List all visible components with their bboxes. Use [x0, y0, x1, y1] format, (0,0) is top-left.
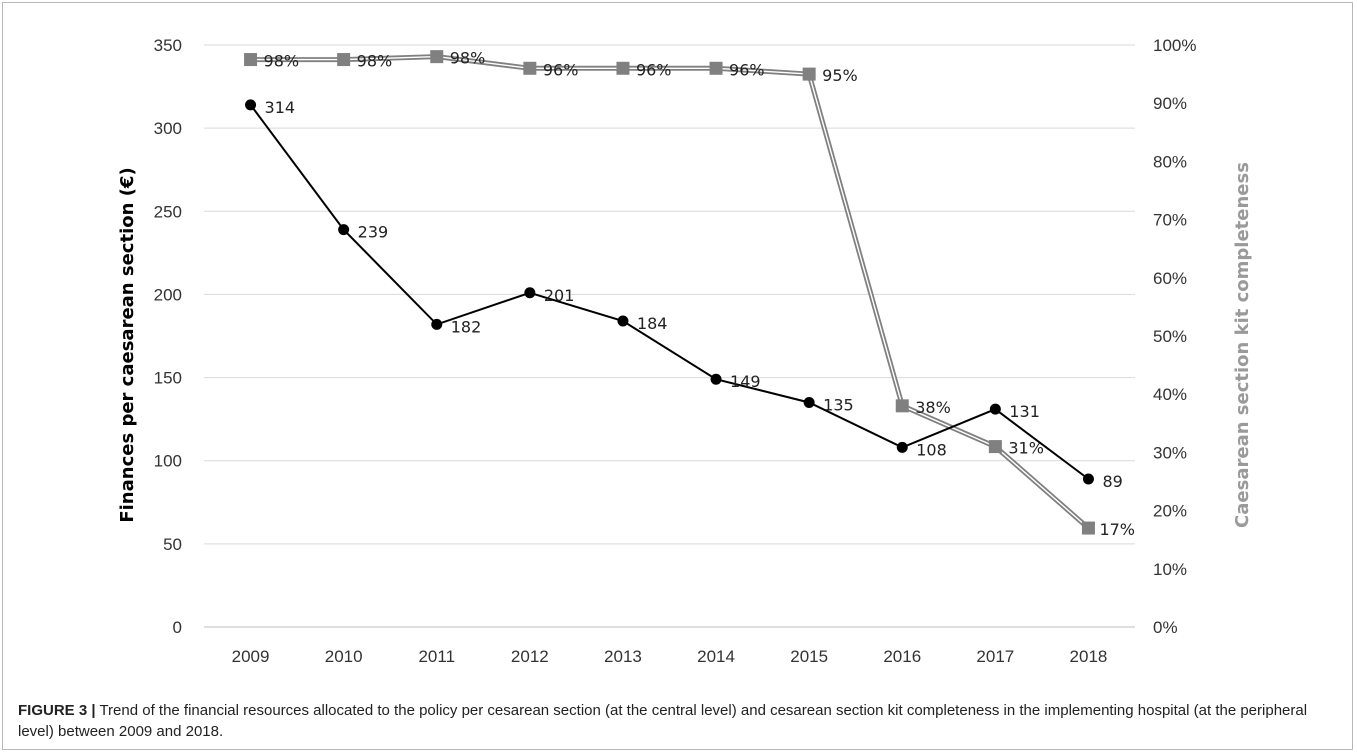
data-label: 98% — [357, 52, 393, 71]
left-tick-label: 350 — [154, 36, 182, 55]
x-tick-label: 2010 — [325, 647, 363, 666]
series-right-axis: 98% 98% 98% 96% 96% 96% 95% 38% 31% 17% — [244, 49, 1135, 539]
right-tick-label: 80% — [1153, 152, 1187, 171]
x-axis-ticks: 2009 2010 2011 2012 2013 2014 2015 2016 2017 2018 — [232, 647, 1108, 666]
data-point-circle — [338, 224, 350, 236]
data-point-circle — [896, 441, 908, 453]
series-line — [249, 104, 1089, 480]
data-label: 96% — [729, 60, 765, 79]
data-label: 182 — [451, 317, 482, 336]
left-tick-label: 150 — [154, 369, 182, 388]
data-label: 135 — [823, 396, 854, 415]
right-tick-label: 100% — [1153, 36, 1196, 55]
data-point-square — [523, 61, 537, 75]
data-label: 98% — [450, 49, 486, 68]
data-point-circle — [710, 373, 722, 385]
data-point-circle — [245, 99, 257, 111]
right-tick-label: 40% — [1153, 385, 1187, 404]
data-point-circle — [431, 318, 443, 330]
right-tick-label: 90% — [1153, 94, 1187, 113]
data-label: 31% — [1008, 439, 1044, 458]
data-point-square — [988, 440, 1002, 454]
left-axis-title: Finances per caesarean section (€) — [117, 167, 138, 522]
data-label: 201 — [544, 286, 575, 305]
data-point-circle — [617, 315, 629, 327]
data-point-square — [709, 61, 723, 75]
left-tick-label: 0 — [173, 618, 182, 637]
right-tick-label: 70% — [1153, 211, 1187, 230]
data-label: 17% — [1099, 520, 1135, 539]
x-tick-label: 2011 — [418, 647, 455, 666]
data-label: 149 — [730, 372, 761, 391]
data-label: 38% — [915, 398, 951, 417]
series-line-outer — [250, 54, 1091, 530]
right-tick-label: 60% — [1153, 269, 1187, 288]
data-label: 239 — [358, 223, 389, 242]
x-tick-label: 2018 — [1070, 647, 1108, 666]
right-axis-title: Caesarean section kit completeness — [1232, 162, 1253, 528]
data-point-circle — [1082, 473, 1094, 485]
caption-text: Trend of the financial resources allocat… — [18, 702, 1308, 740]
dual-axis-line-chart: 0 50 100 150 200 250 300 350 0% 10% 20% 30% 40% 50% 6… — [117, 36, 1253, 666]
x-tick-label: 2012 — [511, 647, 549, 666]
data-point-circle — [803, 397, 815, 409]
data-point-square — [1081, 521, 1095, 535]
right-axis-ticks: 0% 10% 20% 30% 40% 50% 60% 70% 80% 90% 100% — [1153, 36, 1196, 637]
data-point-circle — [989, 403, 1001, 415]
caption-label: FIGURE 3 | — [18, 702, 96, 719]
data-label: 98% — [264, 52, 300, 71]
right-tick-label: 0% — [1153, 618, 1178, 637]
data-label: 89 — [1102, 472, 1122, 491]
series-left-axis: 314 239 182 201 184 149 135 108 131 89 — [245, 98, 1123, 491]
data-label: 314 — [265, 98, 296, 117]
left-tick-label: 300 — [154, 119, 182, 138]
data-point-square — [895, 399, 909, 413]
left-tick-label: 100 — [154, 452, 182, 471]
data-point-square — [616, 61, 630, 75]
data-point-square — [802, 67, 816, 81]
data-point-circle — [524, 287, 536, 299]
left-axis-ticks: 0 50 100 150 200 250 300 350 — [154, 36, 182, 637]
x-tick-label: 2014 — [697, 647, 735, 666]
right-tick-label: 50% — [1153, 327, 1187, 346]
series-line-inner — [250, 55, 1089, 529]
data-label: 95% — [822, 66, 858, 85]
left-tick-label: 250 — [154, 202, 182, 221]
x-tick-label: 2017 — [976, 647, 1014, 666]
data-point-square — [337, 53, 351, 67]
series: 98% 98% 98% 96% 96% 96% 95% 38% 31% 17% 314 239 182 2… — [244, 49, 1135, 539]
data-point-square — [244, 53, 258, 67]
right-tick-label: 20% — [1153, 502, 1187, 521]
figure-caption: FIGURE 3 | Trend of the financial resour… — [18, 700, 1338, 742]
data-point-square — [430, 50, 444, 64]
x-tick-label: 2013 — [604, 647, 642, 666]
left-tick-label: 50 — [163, 535, 182, 554]
x-tick-label: 2016 — [883, 647, 921, 666]
data-label: 96% — [636, 60, 672, 79]
right-tick-label: 30% — [1153, 443, 1187, 462]
x-tick-label: 2009 — [232, 647, 270, 666]
data-label: 108 — [916, 440, 947, 459]
data-label: 131 — [1009, 402, 1040, 421]
data-label: 184 — [637, 314, 668, 333]
left-tick-label: 200 — [154, 285, 182, 304]
x-tick-label: 2015 — [790, 647, 828, 666]
gridlines — [204, 44, 1135, 628]
data-label: 96% — [543, 60, 579, 79]
right-tick-label: 10% — [1153, 560, 1187, 579]
